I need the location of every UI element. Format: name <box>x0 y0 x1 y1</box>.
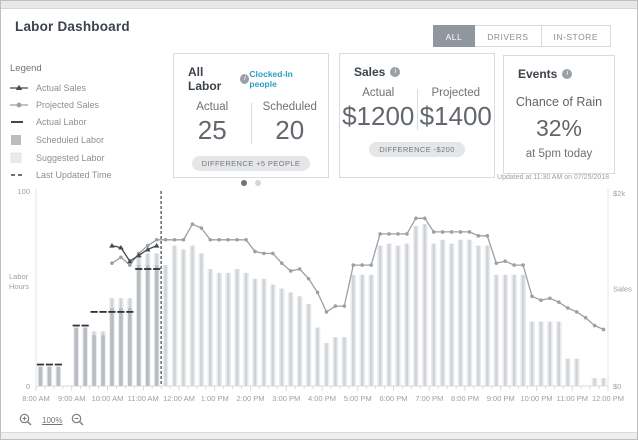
svg-text:2:00 PM: 2:00 PM <box>237 394 265 403</box>
legend-item-scheduled-labor: Scheduled Labor <box>10 134 160 145</box>
legend-item-actual-sales: Actual Sales <box>10 83 160 93</box>
sales-difference-badge: DIFFERENCE -$200 <box>369 142 465 157</box>
light-square-swatch-icon <box>10 152 30 163</box>
zoom-out-button[interactable] <box>71 413 85 427</box>
events-description: Chance of Rain <box>515 95 603 109</box>
svg-text:12:00 PM: 12:00 PM <box>592 394 624 403</box>
info-icon[interactable] <box>240 74 250 84</box>
legend-label: Last Updated Time <box>36 170 112 180</box>
svg-text:8:00 AM: 8:00 AM <box>22 394 50 403</box>
svg-text:3:00 PM: 3:00 PM <box>272 394 300 403</box>
labor-hours-chart: 8:00 AM 9:00 AM 10:00 AM 11:00 AM 12:00 AM 1:… <box>9 187 632 403</box>
legend-label: Projected Sales <box>36 100 100 110</box>
projected-sales-value: $1400 <box>419 101 492 131</box>
legend: Legend Actual Sales Projected Sales Actu… <box>10 63 160 187</box>
sales-card-title: Sales <box>354 65 386 79</box>
svg-text:10:00 PM: 10:00 PM <box>520 394 552 403</box>
legend-item-last-updated: Last Updated Time <box>10 170 160 180</box>
dashed-line-icon <box>10 170 30 180</box>
actual-label: Actual <box>196 101 229 113</box>
svg-text:7:00 PM: 7:00 PM <box>415 394 443 403</box>
column-divider <box>416 89 418 130</box>
svg-text:10:00 AM: 10:00 AM <box>92 394 124 403</box>
sales-card: Sales Actual $1200 Projected $1400 DIFFE… <box>339 53 495 178</box>
legend-item-suggested-labor: Suggested Labor <box>10 152 160 163</box>
actual-sales-value: $1200 <box>342 101 415 131</box>
svg-text:Sales: Sales <box>613 285 632 294</box>
all-labor-card: All Labor Clocked-In people Actual 25 Sc… <box>173 53 329 186</box>
zoom-in-icon <box>19 413 32 426</box>
dark-square-swatch-icon <box>10 134 30 145</box>
tab-all[interactable]: ALL <box>432 25 476 47</box>
window-top-strip <box>1 1 637 9</box>
events-card: Events Chance of Rain 32% at 5pm today <box>503 55 615 174</box>
info-icon[interactable] <box>562 69 573 79</box>
svg-text:0: 0 <box>26 382 30 391</box>
view-toggle-group: ALL DRIVERS IN-STORE <box>432 25 611 47</box>
card-carousel-dots <box>174 180 328 186</box>
page-title: Labor Dashboard <box>15 19 130 34</box>
actual-label: Actual <box>362 87 395 99</box>
legend-label: Actual Sales <box>36 83 87 93</box>
svg-text:Hours: Hours <box>9 282 29 291</box>
carousel-dot-1[interactable] <box>241 180 247 186</box>
legend-item-actual-labor: Actual Labor <box>10 117 160 127</box>
svg-text:4:00 PM: 4:00 PM <box>308 394 336 403</box>
scheduled-labor-value: 20 <box>275 115 305 145</box>
legend-label: Scheduled Labor <box>36 134 105 145</box>
rain-chance-value: 32% <box>535 115 583 141</box>
clocked-in-people-link[interactable]: Clocked-In people <box>249 69 293 89</box>
legend-item-projected-sales: Projected Sales <box>10 100 160 110</box>
legend-label: Actual Labor <box>36 117 87 127</box>
zoom-in-button[interactable] <box>19 413 33 427</box>
tab-drivers[interactable]: DRIVERS <box>475 25 542 47</box>
scheduled-label: Scheduled <box>262 101 317 113</box>
svg-text:Labor: Labor <box>9 272 29 281</box>
svg-text:9:00 AM: 9:00 AM <box>58 394 86 403</box>
chart-zoom-controls: 100% <box>19 413 85 427</box>
line-circle-marker-icon <box>10 100 30 110</box>
svg-text:11:00 PM: 11:00 PM <box>556 394 588 403</box>
svg-text:1:00 PM: 1:00 PM <box>201 394 229 403</box>
events-time: at 5pm today <box>525 148 593 160</box>
svg-text:5:00 PM: 5:00 PM <box>344 394 372 403</box>
tab-in-store[interactable]: IN-STORE <box>541 25 611 47</box>
svg-text:6:00 PM: 6:00 PM <box>380 394 408 403</box>
svg-text:11:00 AM: 11:00 AM <box>128 394 159 403</box>
solid-line-icon <box>10 117 30 127</box>
window-bottom-strip <box>1 432 637 439</box>
all-labor-card-title: All Labor <box>188 65 222 93</box>
info-icon[interactable] <box>390 67 401 77</box>
updated-timestamp: Updated at 11:30 AM on 07/25/2018 <box>497 174 609 181</box>
zoom-level[interactable]: 100% <box>42 415 63 425</box>
svg-text:100: 100 <box>17 187 30 196</box>
legend-title: Legend <box>10 63 42 74</box>
labor-difference-badge: DIFFERENCE +5 PEOPLE <box>191 156 311 171</box>
zoom-out-icon <box>72 413 84 426</box>
svg-text:$0: $0 <box>613 382 621 391</box>
svg-text:8:00 PM: 8:00 PM <box>451 394 479 403</box>
svg-text:12:00 AM: 12:00 AM <box>163 394 195 403</box>
carousel-dot-2[interactable] <box>255 180 261 186</box>
column-divider <box>250 103 252 144</box>
svg-text:$2k: $2k <box>613 189 625 198</box>
actual-labor-value: 25 <box>197 115 227 145</box>
line-triangle-marker-icon <box>10 83 30 93</box>
svg-text:9:00 PM: 9:00 PM <box>487 394 515 403</box>
projected-label: Projected <box>431 87 481 99</box>
events-card-title: Events <box>518 67 558 81</box>
legend-label: Suggested Labor <box>36 152 105 163</box>
